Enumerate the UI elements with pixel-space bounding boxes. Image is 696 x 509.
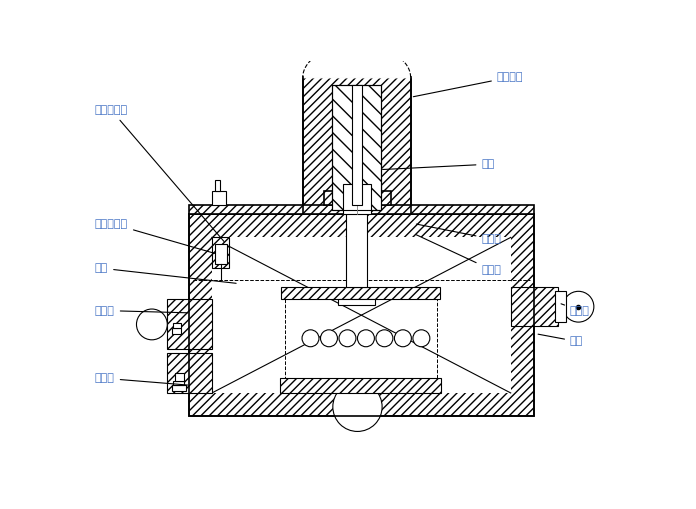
Text: 试环: 试环 bbox=[95, 263, 236, 284]
Bar bbox=[167, 353, 212, 393]
Bar bbox=[303, 77, 411, 214]
Bar bbox=[175, 373, 184, 381]
Text: 推力球轴承: 推力球轴承 bbox=[95, 218, 216, 253]
Bar bbox=[215, 244, 228, 264]
Bar bbox=[189, 214, 534, 416]
Bar bbox=[333, 184, 381, 191]
Bar bbox=[511, 288, 558, 326]
Bar bbox=[173, 323, 181, 327]
Polygon shape bbox=[303, 45, 411, 77]
Bar bbox=[332, 85, 381, 210]
Bar bbox=[189, 214, 534, 416]
Text: 出游口: 出游口 bbox=[95, 305, 188, 316]
Bar bbox=[324, 191, 390, 205]
Circle shape bbox=[136, 309, 167, 340]
Circle shape bbox=[333, 382, 382, 432]
Circle shape bbox=[563, 291, 594, 322]
Text: 支撑座: 支撑座 bbox=[95, 373, 188, 385]
Bar bbox=[343, 184, 372, 214]
Bar bbox=[215, 180, 220, 191]
Circle shape bbox=[321, 330, 338, 347]
Bar bbox=[212, 237, 229, 268]
Bar bbox=[281, 288, 440, 299]
Text: 油盒盖: 油盒盖 bbox=[416, 235, 501, 275]
Bar bbox=[332, 85, 381, 210]
Circle shape bbox=[395, 330, 411, 347]
Circle shape bbox=[302, 330, 319, 347]
Text: 测温传感器: 测温传感器 bbox=[95, 105, 224, 241]
Bar bbox=[280, 378, 441, 393]
Bar bbox=[352, 85, 362, 205]
Bar bbox=[189, 205, 534, 214]
Text: 进油口: 进油口 bbox=[561, 304, 590, 316]
Bar bbox=[212, 191, 226, 205]
Circle shape bbox=[358, 330, 374, 347]
Circle shape bbox=[376, 330, 393, 347]
Text: 旋转主轴: 旋转主轴 bbox=[413, 72, 523, 97]
Bar bbox=[173, 381, 184, 385]
Text: 夹头: 夹头 bbox=[383, 159, 495, 169]
Bar bbox=[555, 291, 566, 322]
Bar bbox=[338, 299, 375, 305]
Text: 轴承座: 轴承座 bbox=[416, 224, 501, 244]
Circle shape bbox=[339, 330, 356, 347]
Bar bbox=[172, 327, 181, 334]
Circle shape bbox=[413, 330, 430, 347]
Text: 油盒: 油盒 bbox=[538, 334, 583, 346]
Bar bbox=[346, 205, 367, 288]
Bar bbox=[167, 299, 212, 349]
Bar bbox=[212, 237, 511, 393]
Bar bbox=[172, 385, 186, 391]
